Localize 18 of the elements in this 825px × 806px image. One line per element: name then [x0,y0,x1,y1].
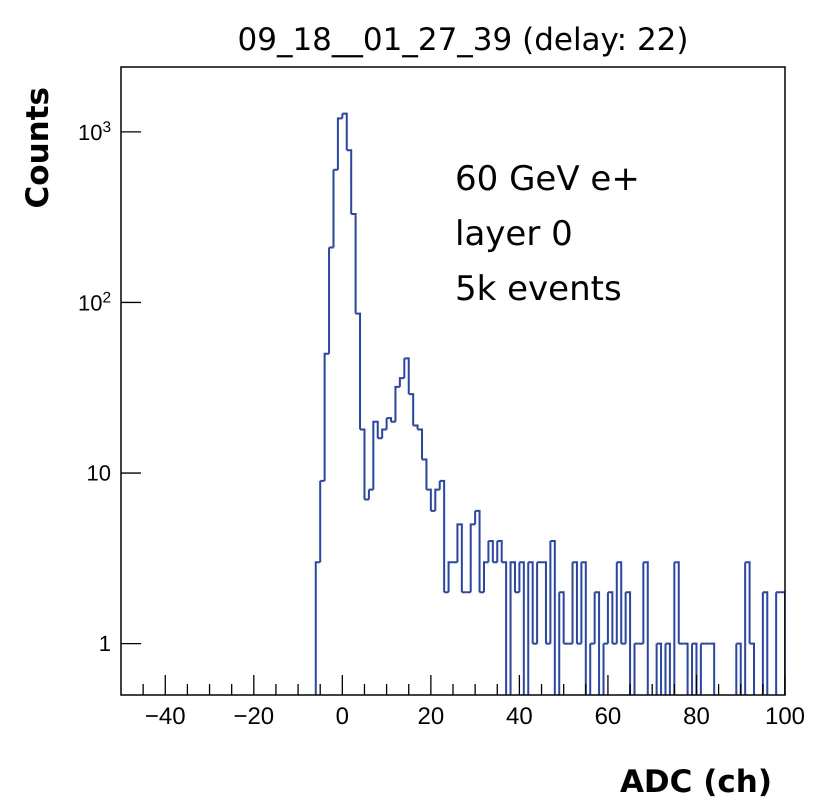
annotation: 60 GeV e+ [455,159,640,199]
x-axis-title: ADC (ch) [620,764,772,800]
y-axis-title: Counts [20,87,56,208]
x-tick-label: 100 [764,703,806,730]
annotation: layer 0 [455,214,573,254]
y-tick-label: 10$^{3}$ [78,118,111,146]
x-tick-label: −40 [144,703,186,730]
x-tick-label: −20 [233,703,274,730]
x-tick-label: 60 [594,703,622,730]
y-tick-label: 10 [86,460,111,486]
x-tick-label: 40 [506,703,533,730]
x-tick-label: 20 [418,703,444,730]
chart-title: 09_18__01_27_39 (delay: 22) [238,22,688,58]
y-tick-label: 10$^{2}$ [78,289,111,316]
annotation: 5k events [455,269,622,309]
y-tick-label: 1 [98,631,111,656]
x-tick-label: 0 [336,703,350,730]
x-tick-label: 80 [683,703,710,730]
